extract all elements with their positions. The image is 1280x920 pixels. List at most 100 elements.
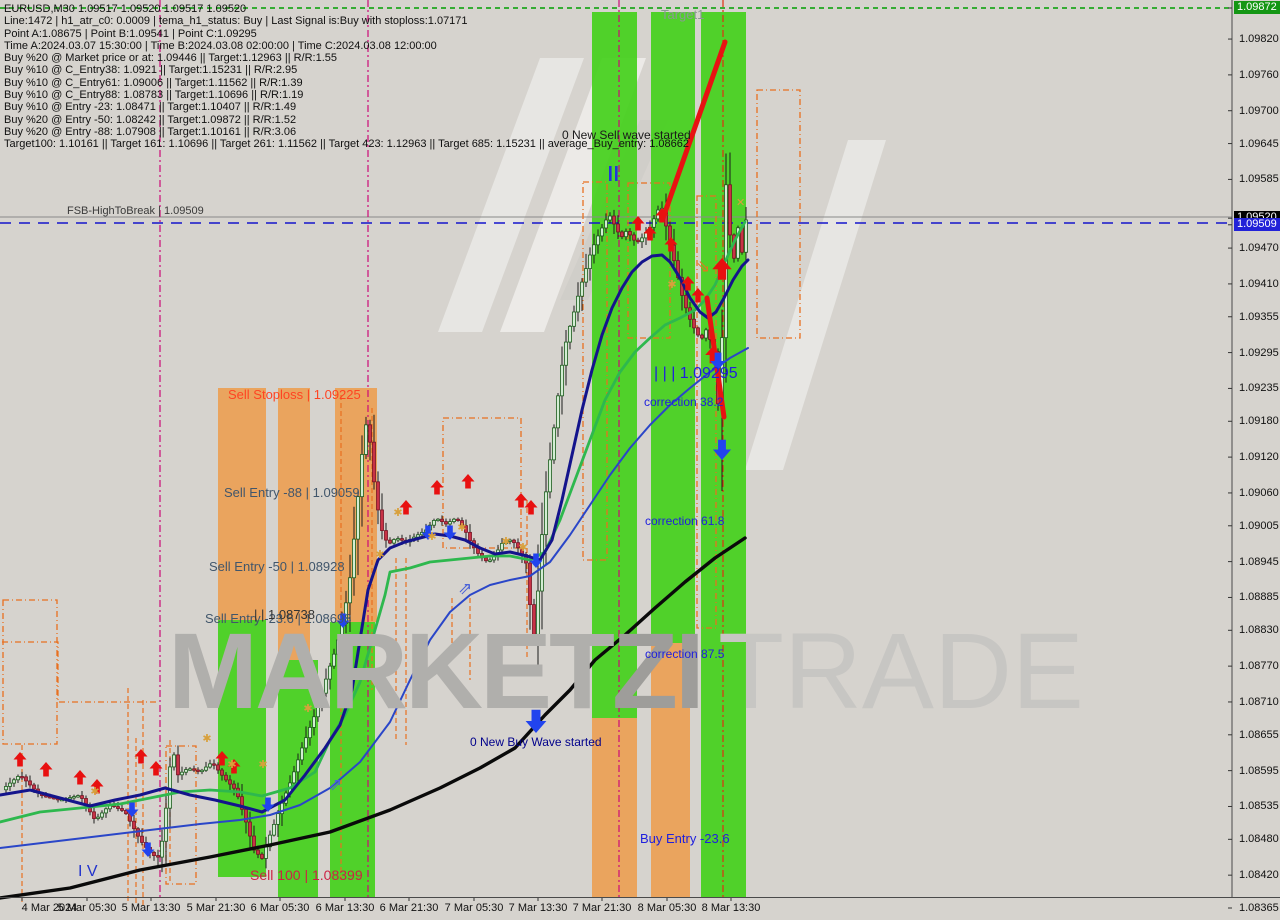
star-marker-icon: ✱ — [518, 542, 527, 554]
watermark-chevron — [745, 140, 886, 470]
info-line: Buy %10 @ C_Entry61: 1.09006 || Target:1… — [4, 76, 303, 89]
price-tick-label: 1.08885 — [1239, 591, 1279, 604]
time-tick-label: 5 Mar 05:30 — [57, 902, 117, 914]
star-marker-icon: ✱ — [303, 703, 312, 715]
star-marker-icon: ✱ — [457, 522, 466, 534]
price-tick-label: 1.09760 — [1239, 68, 1279, 81]
star-marker-icon: ✱ — [258, 759, 267, 771]
sell-signal-arrow-icon — [134, 749, 148, 764]
price-tick-label: 1.09470 — [1239, 242, 1279, 255]
star-marker-icon: ✱ — [90, 786, 99, 798]
buy-signal-arrow-icon — [261, 797, 275, 812]
watermark-chevron — [438, 58, 584, 332]
price-tick-label: 1.08710 — [1239, 695, 1279, 708]
time-tick-label: 6 Mar 13:30 — [315, 902, 375, 914]
price-tick-label: 1.08770 — [1239, 660, 1279, 673]
sell-zone — [651, 643, 690, 897]
price-tick-label: 1.09295 — [1239, 346, 1279, 359]
ma-medium-blue — [0, 347, 749, 849]
price-tick-label: 1.08830 — [1239, 624, 1279, 637]
info-line: Buy %20 @ Entry -88: 1.07908 || Target:1… — [4, 125, 297, 138]
info-line: Time A:2024.03.07 15:30:00 | Time B:2024… — [4, 39, 437, 52]
buy-signal-arrow-icon — [525, 709, 547, 733]
buy-signal-arrow-icon — [421, 525, 435, 540]
sell-signal-arrow-icon — [691, 288, 705, 303]
fsb-dashed-box — [696, 195, 717, 629]
sell-signal-arrow-icon — [73, 770, 87, 785]
sell-signal-arrow-icon — [13, 752, 27, 767]
time-axis[interactable]: 4 Mar 2024 5 Mar 05:30 5 Mar 13:30 5 Mar 21… — [0, 897, 1280, 920]
time-tick-label: 7 Mar 05:30 — [444, 902, 504, 914]
sell-signal-arrow-icon — [90, 779, 104, 794]
watermark-market: MARKET — [168, 610, 615, 731]
star-marker-icon: ✱ — [501, 536, 510, 548]
info-line: Target100: 1.10161 || Target 161: 1.1069… — [4, 138, 690, 151]
buy-zone — [218, 620, 266, 877]
time-tick-label: 6 Mar 05:30 — [250, 902, 310, 914]
sell-signal-arrow-icon — [149, 761, 163, 776]
price-tick-label: 1.08945 — [1239, 555, 1279, 568]
star-marker-icon: ✱ — [227, 759, 236, 771]
time-tick-label: 8 Mar 13:30 — [701, 902, 761, 914]
time-tick-label: 6 Mar 21:30 — [379, 902, 439, 914]
sell-signal-arrow-icon — [664, 237, 678, 252]
buy-zone — [592, 12, 637, 718]
buy-signal-arrow-icon — [710, 352, 726, 370]
sell-signal-arrow-icon — [705, 346, 721, 364]
buy-zone — [651, 12, 695, 643]
price-tick-label: 1.09060 — [1239, 486, 1279, 499]
price-tick-label: 1.08365 — [1239, 902, 1279, 914]
time-tick-label: 7 Mar 13:30 — [508, 902, 568, 914]
sell-signal-arrow-icon — [514, 493, 528, 508]
info-line: Line:1472 | h1_atr_c0: 0.0009 | tema_h1_… — [4, 15, 468, 28]
sell-signal-arrow-icon — [655, 208, 669, 223]
time-tick-label: 5 Mar 21:30 — [186, 902, 246, 914]
sell-signal-arrow-icon — [524, 500, 538, 515]
hollow-arrow-icon: ⇘ — [696, 257, 710, 276]
wave-ii-mark — [609, 166, 612, 181]
info-line: Buy %20 @ Entry -50: 1.08242 || Target:1… — [4, 113, 297, 126]
sell-signal-arrow-icon — [631, 216, 645, 231]
buy-signal-arrow-icon — [443, 525, 457, 540]
price-tick-label: 1.08535 — [1239, 800, 1279, 813]
fsb-dashed-box — [2, 599, 58, 745]
sell-signal-arrow-icon — [712, 258, 732, 280]
time-tick-label: 5 Mar 13:30 — [121, 902, 181, 914]
price-badge: 1.09509 — [1234, 217, 1280, 231]
fsb-dashed-box — [442, 417, 522, 549]
watermark-trade: TRADE — [717, 610, 1084, 731]
sell-zone — [218, 388, 266, 620]
price-tick-label: 1.09005 — [1239, 519, 1279, 532]
buy-signal-arrow-icon — [712, 439, 732, 460]
price-tick-label: 1.09355 — [1239, 310, 1279, 323]
buy-signal-arrow-icon — [529, 553, 543, 568]
fsb-dashed-box — [582, 181, 608, 561]
time-tick-label: 4 Mar 2024 — [21, 902, 78, 914]
watermark-zi: ZI — [611, 610, 705, 731]
elliott-trend-line[interactable] — [660, 39, 728, 221]
hollow-arrow-icon: ⇗ — [458, 579, 472, 598]
buy-signal-arrow-icon — [141, 842, 155, 857]
sell-signal-arrow-icon — [643, 226, 657, 241]
price-axis[interactable]: 1.09872 1.09820 1.09760 1.09700 1.09645 1.095… — [1233, 0, 1280, 914]
star-marker-icon: ✱ — [427, 531, 436, 543]
watermark: MARKET ZI TRADE — [168, 608, 1084, 733]
price-tick-label: 1.08655 — [1239, 728, 1279, 741]
buy-signal-arrow-icon — [336, 613, 350, 628]
star-marker-icon: ✱ — [667, 279, 676, 291]
ma-tema-navy — [0, 253, 750, 814]
sell-zone — [278, 388, 310, 660]
info-line: Point A:1.08675 | Point B:1.09541 | Poin… — [4, 27, 257, 40]
symbol-title-ohlc: EURUSD,M30 1.09517 1.09520 1.09517 1.095… — [4, 3, 247, 15]
sell-signal-arrow-icon — [461, 474, 475, 489]
ma-slow-black — [0, 536, 747, 900]
hollow-arrow-icon: ⇗ — [328, 775, 342, 794]
buy-signal-arrow-icon — [125, 802, 139, 817]
star-marker-icon: ✱ — [202, 733, 211, 745]
price-badge: 1.09872 — [1234, 1, 1280, 14]
price-tick-label: 1.09235 — [1239, 382, 1279, 395]
chart-info-overlay: EURUSD,M30 1.09517 1.09520 1.09517 1.095… — [4, 3, 689, 151]
price-tick-label: 1.08420 — [1239, 869, 1279, 882]
